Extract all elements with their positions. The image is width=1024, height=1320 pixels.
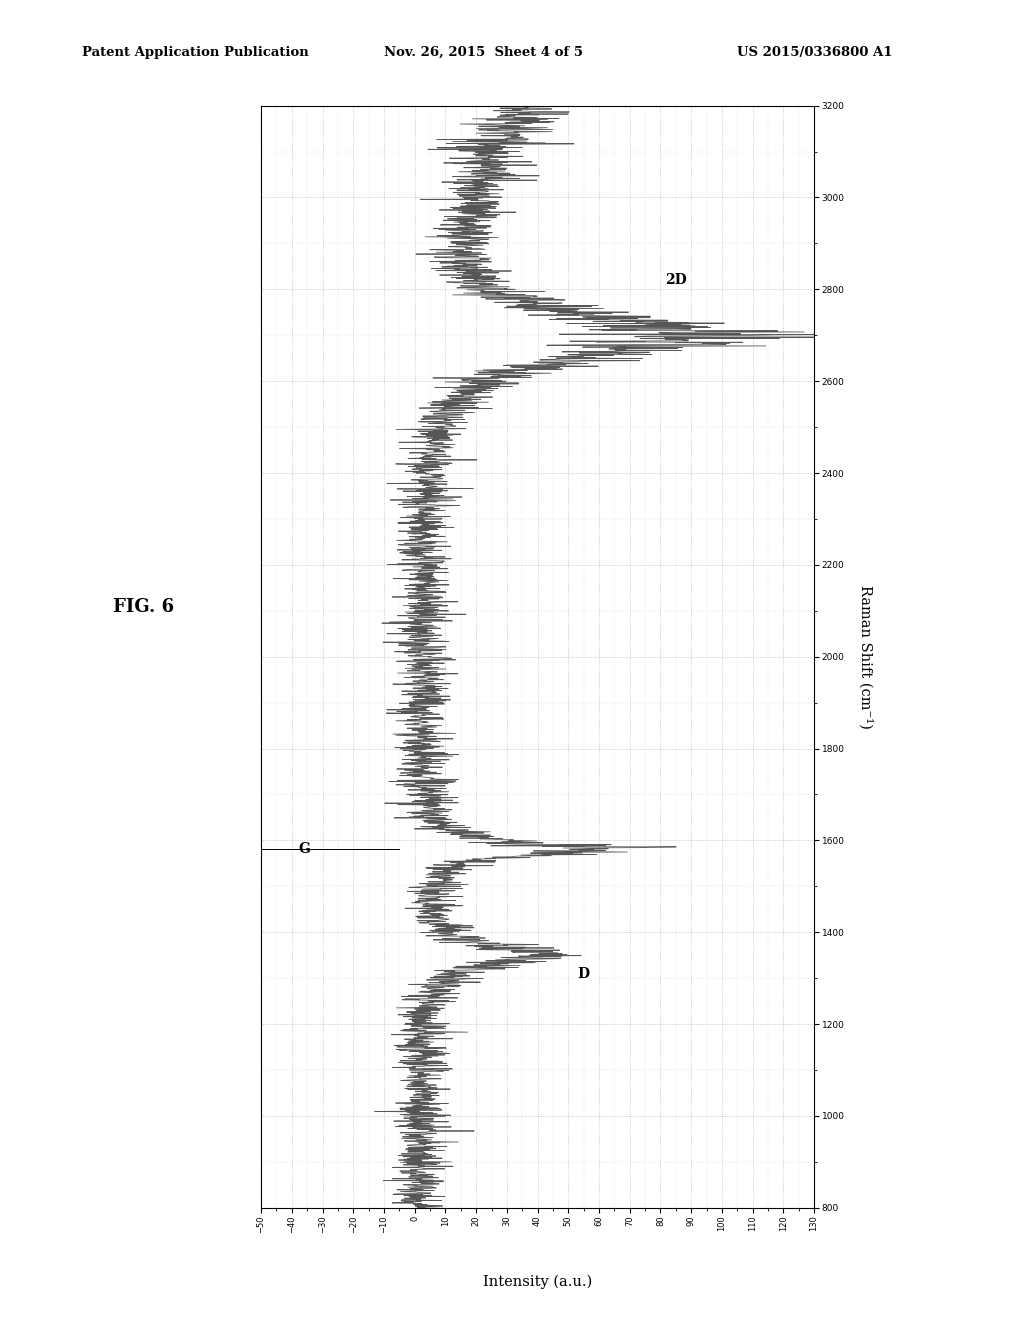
Text: G: G: [298, 842, 310, 855]
Text: Patent Application Publication: Patent Application Publication: [82, 46, 308, 59]
Y-axis label: Raman Shift (cm⁻¹): Raman Shift (cm⁻¹): [858, 585, 872, 729]
Text: D: D: [578, 966, 590, 981]
X-axis label: Intensity (a.u.): Intensity (a.u.): [483, 1275, 592, 1290]
Text: 2D: 2D: [665, 273, 687, 288]
Text: Nov. 26, 2015  Sheet 4 of 5: Nov. 26, 2015 Sheet 4 of 5: [384, 46, 583, 59]
Text: FIG. 6: FIG. 6: [113, 598, 174, 616]
Text: US 2015/0336800 A1: US 2015/0336800 A1: [737, 46, 893, 59]
